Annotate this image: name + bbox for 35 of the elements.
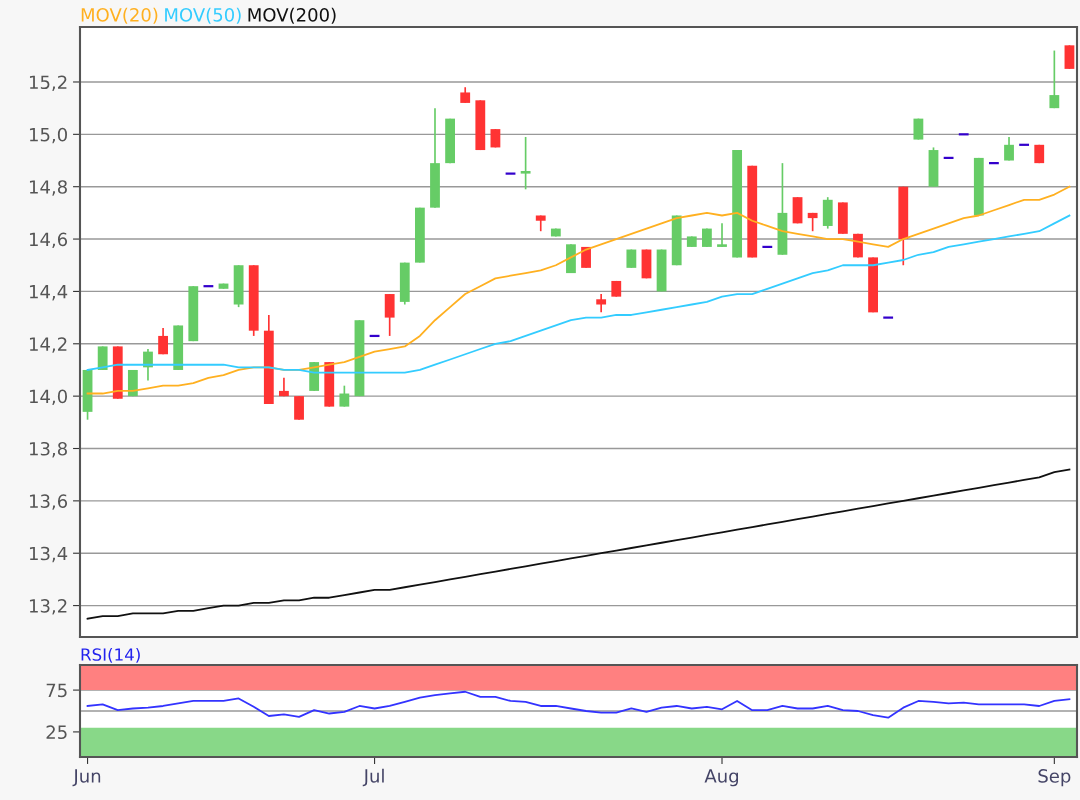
line-series <box>86 214 1071 374</box>
x-tick-label: Jul <box>362 768 384 787</box>
y-tick-label: 75 <box>46 683 67 698</box>
candlestick <box>520 136 531 191</box>
line-series <box>86 690 1071 719</box>
x-tick-label: Jun <box>72 769 101 787</box>
x-tick-label: Aug <box>704 769 738 787</box>
y-tick-label: 25 <box>46 725 67 740</box>
y-tick-label: 14,4 <box>29 285 68 301</box>
y-tick-label: 14,0 <box>29 389 67 406</box>
candlestick <box>294 395 304 421</box>
chart-title: RSI(14) <box>81 647 140 663</box>
candlestick <box>384 293 395 337</box>
text: MOV(20) <box>81 7 158 24</box>
candlestick <box>717 222 727 248</box>
candlestick <box>158 327 168 356</box>
y-tick-label: 15,2 <box>29 75 67 91</box>
y-tick-label: 14,6 <box>29 232 68 249</box>
y-tick-label: 13,8 <box>29 441 67 458</box>
candlestick <box>339 384 350 408</box>
y-tick-label: 14,2 <box>29 337 67 353</box>
line-series <box>86 468 1071 620</box>
y-tick-label: 13,4 <box>29 546 68 563</box>
x-tick-label: Sep <box>1038 769 1071 787</box>
candlestick <box>1004 136 1014 162</box>
line-series <box>86 185 1071 395</box>
text: MOV(200) <box>248 7 336 24</box>
text: MOV(50) <box>165 7 241 24</box>
y-tick-label: 15,0 <box>29 127 67 144</box>
candlestick <box>1064 44 1075 70</box>
y-tick-label: 13,6 <box>29 494 68 510</box>
y-tick-label: 13,2 <box>29 599 67 615</box>
candlestick <box>596 293 607 314</box>
candlestick <box>1049 49 1060 109</box>
y-tick-label: 14,8 <box>29 180 67 196</box>
